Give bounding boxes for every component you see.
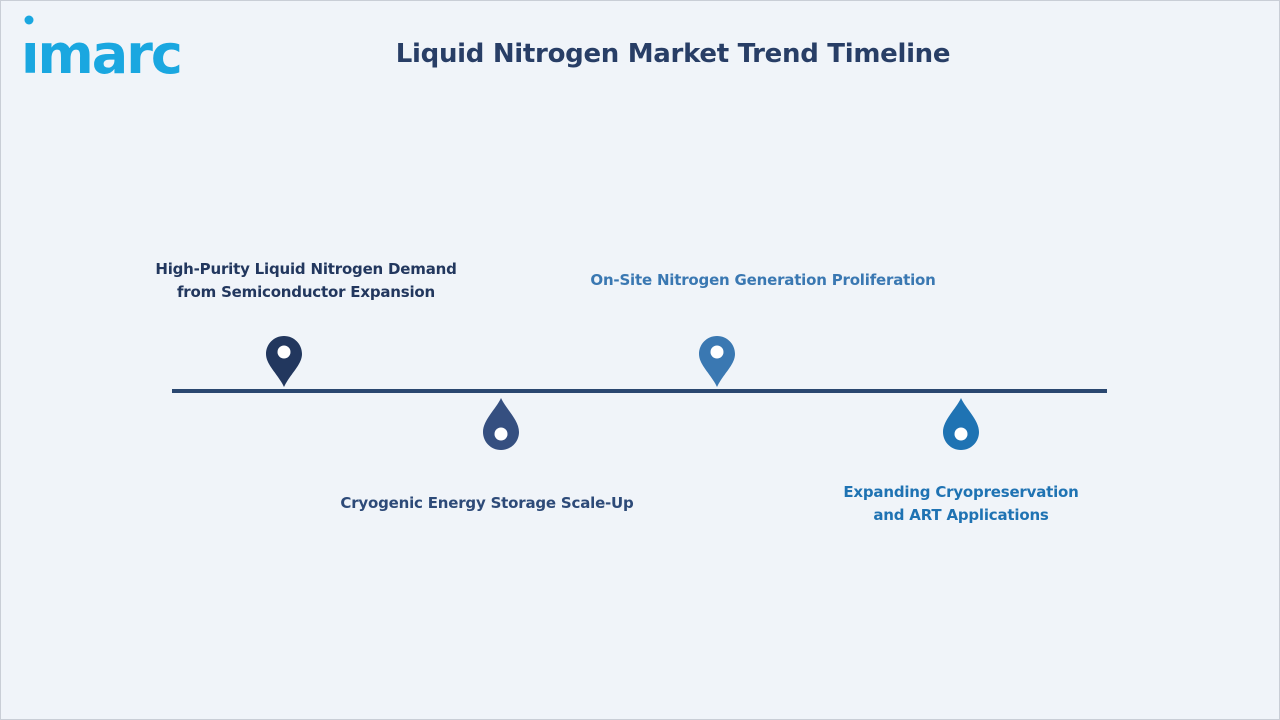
- timeline-line: [172, 389, 1107, 393]
- timeline-item-3-label: On-Site Nitrogen Generation Proliferatio…: [578, 269, 948, 292]
- timeline-item-1-line-1: High-Purity Liquid Nitrogen Demand: [155, 260, 457, 278]
- imarc-logo-graphic: imarc: [21, 15, 183, 83]
- map-pin-icon: [697, 334, 737, 390]
- timeline-item-3-line-1: On-Site Nitrogen Generation Proliferatio…: [590, 271, 936, 289]
- logo-dot: [24, 15, 34, 25]
- timeline-item-4-label: Expanding Cryopreservation and ART Appli…: [821, 481, 1101, 527]
- droplet-icon: [941, 397, 981, 453]
- timeline-item-2-line-1: Cryogenic Energy Storage Scale-Up: [340, 494, 634, 512]
- map-pin-icon: [264, 334, 304, 390]
- logo-dot-cover: [22, 24, 38, 40]
- droplet-icon: [481, 397, 521, 453]
- imarc-logo: imarc: [21, 13, 211, 83]
- timeline-item-2-label: Cryogenic Energy Storage Scale-Up: [327, 492, 647, 515]
- timeline-item-4-line-1: Expanding Cryopreservation: [843, 483, 1079, 501]
- timeline-item-1-line-2: from Semiconductor Expansion: [176, 283, 436, 301]
- timeline-item-4-line-2: and ART Applications: [873, 506, 1049, 524]
- timeline-item-1-label: High-Purity Liquid Nitrogen Demand from …: [146, 258, 466, 304]
- page-title: Liquid Nitrogen Market Trend Timeline: [395, 39, 951, 69]
- logo-text: imarc: [21, 23, 181, 83]
